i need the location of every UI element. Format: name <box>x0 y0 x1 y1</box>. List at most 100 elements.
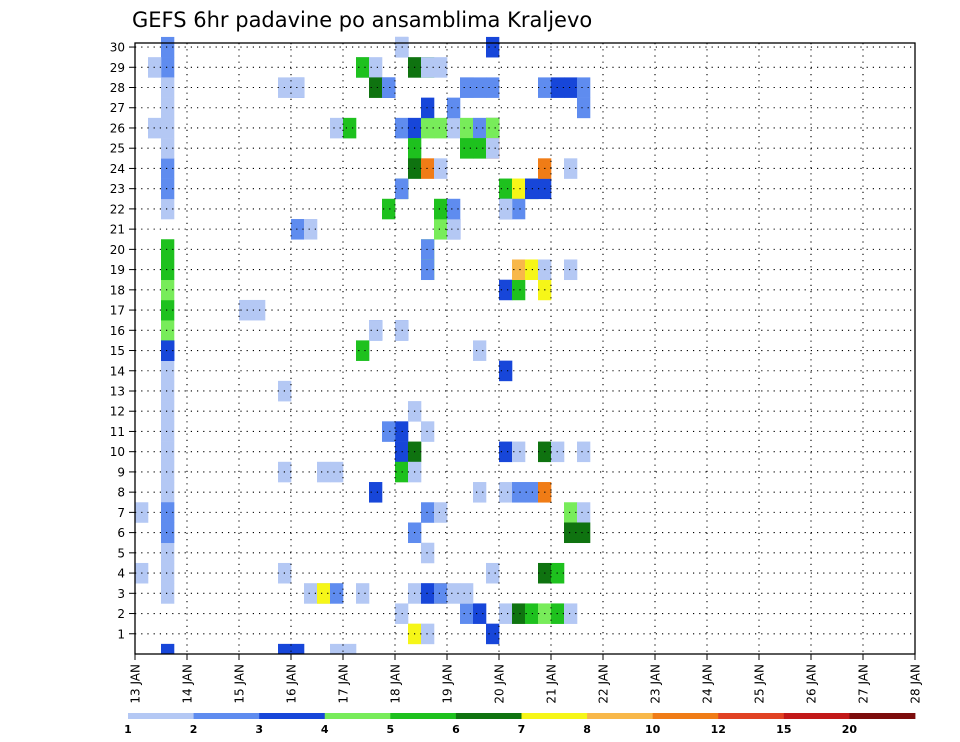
heatmap-cell <box>486 117 500 139</box>
y-tick-label: 4 <box>117 567 125 581</box>
chart-title: GEFS 6hr padavine po ansamblima Kraljevo <box>132 8 592 32</box>
heatmap-cell <box>512 603 526 624</box>
y-tick-label: 6 <box>117 526 125 540</box>
heatmap-cell <box>499 441 513 463</box>
heatmap-cell <box>161 97 175 119</box>
heatmap-cell <box>447 97 461 119</box>
heatmap-cell <box>161 138 175 159</box>
heatmap-cell <box>499 482 513 503</box>
legend-swatch <box>193 713 260 719</box>
x-tick-label: 23 JAN <box>649 664 663 704</box>
x-tick-label: 27 JAN <box>857 664 871 704</box>
heatmap-cell <box>369 482 383 503</box>
heatmap-cell <box>460 138 474 159</box>
heatmap-cell <box>421 158 435 179</box>
heatmap-cell <box>434 158 448 179</box>
y-tick-label: 30 <box>110 41 125 55</box>
heatmap-cell <box>161 178 175 200</box>
legend-swatch <box>849 713 916 719</box>
y-tick-label: 2 <box>117 607 125 621</box>
legend-label: 5 <box>387 723 395 736</box>
y-tick-label: 26 <box>110 121 125 135</box>
heatmap-cell <box>486 138 500 159</box>
x-tick-label: 25 JAN <box>753 664 767 704</box>
y-tick-label: 9 <box>117 465 125 479</box>
heatmap-cell <box>421 117 435 139</box>
heatmap-cell <box>304 219 318 240</box>
heatmap-cell <box>161 299 175 321</box>
heatmap-cell <box>434 502 448 523</box>
legend-swatch <box>652 713 719 719</box>
legend-swatch <box>259 713 326 719</box>
heatmap-cell <box>161 380 175 402</box>
legend-swatch <box>718 713 785 719</box>
heatmap-cell <box>434 219 448 240</box>
heatmap-cells <box>135 36 591 655</box>
heatmap-cell <box>460 117 474 139</box>
legend-label: 12 <box>711 723 726 736</box>
y-tick-label: 14 <box>110 364 125 378</box>
gridlines <box>135 43 915 654</box>
plot-frame <box>134 42 916 655</box>
x-tick-label: 24 JAN <box>701 664 715 704</box>
heatmap-cell <box>161 401 175 422</box>
heatmap-cell <box>161 340 175 361</box>
legend-label: 15 <box>776 723 791 736</box>
heatmap-cell <box>330 461 344 483</box>
heatmap-cell <box>447 583 461 604</box>
legend-label: 7 <box>518 723 526 736</box>
x-tick-label: 13 JAN <box>129 664 143 704</box>
heatmap-cell <box>161 36 175 58</box>
heatmap-cell <box>330 583 344 604</box>
legend-label: 3 <box>255 723 263 736</box>
heatmap-cell <box>512 178 526 200</box>
y-tick-label: 20 <box>110 243 125 257</box>
x-tick-label: 19 JAN <box>441 664 455 704</box>
heatmap-cell <box>161 57 175 78</box>
heatmap-cell <box>525 259 539 281</box>
legend-label: 10 <box>645 723 661 736</box>
heatmap-cell <box>512 279 526 301</box>
heatmap-cell <box>161 421 175 442</box>
y-tick-label: 12 <box>110 405 125 419</box>
heatmap-cell <box>577 97 591 119</box>
heatmap-cell <box>564 259 578 281</box>
heatmap-cell <box>161 259 175 281</box>
heatmap-cell <box>447 198 461 220</box>
y-tick-label: 11 <box>110 425 125 439</box>
y-tick-label: 3 <box>117 587 125 601</box>
legend-label: 8 <box>583 723 591 736</box>
heatmap-cell <box>525 482 539 503</box>
legend-label: 4 <box>321 723 329 736</box>
heatmap-cell <box>161 583 175 604</box>
heatmap-cell <box>291 643 305 655</box>
heatmap-cell <box>369 57 383 78</box>
heatmap-cell <box>161 198 175 220</box>
heatmap-cell <box>512 198 526 220</box>
heatmap-cell <box>473 482 487 503</box>
x-tick-label: 28 JAN <box>909 664 923 704</box>
y-tick-label: 27 <box>110 101 125 115</box>
heatmap-cell <box>161 482 175 503</box>
heatmap-cell <box>291 219 305 240</box>
heatmap-cell <box>460 583 474 604</box>
x-tick-label: 18 JAN <box>389 664 403 704</box>
heatmap-cell <box>577 77 591 98</box>
heatmap-cell <box>564 77 578 98</box>
heatmap-cell <box>434 583 448 604</box>
heatmap-cell <box>434 198 448 220</box>
x-axis: 13 JAN 14 JAN 15 JAN 16 JAN 17 JAN 18 JAN 19 J… <box>129 654 923 704</box>
y-tick-label: 1 <box>117 627 125 641</box>
heatmap-cell <box>486 36 500 58</box>
heatmap-cell <box>161 502 175 523</box>
legend-swatch <box>783 713 850 719</box>
heatmap-cell <box>564 522 578 544</box>
heatmap-cell <box>525 178 539 200</box>
y-axis: 1234567891011121314151617181920212223242… <box>110 41 135 641</box>
heatmap-cell <box>499 198 513 220</box>
heatmap-cell <box>486 623 500 645</box>
legend-swatch <box>128 713 194 719</box>
heatmap-cell <box>525 603 539 624</box>
heatmap-cell <box>421 421 435 442</box>
x-tick-label: 17 JAN <box>337 664 351 704</box>
